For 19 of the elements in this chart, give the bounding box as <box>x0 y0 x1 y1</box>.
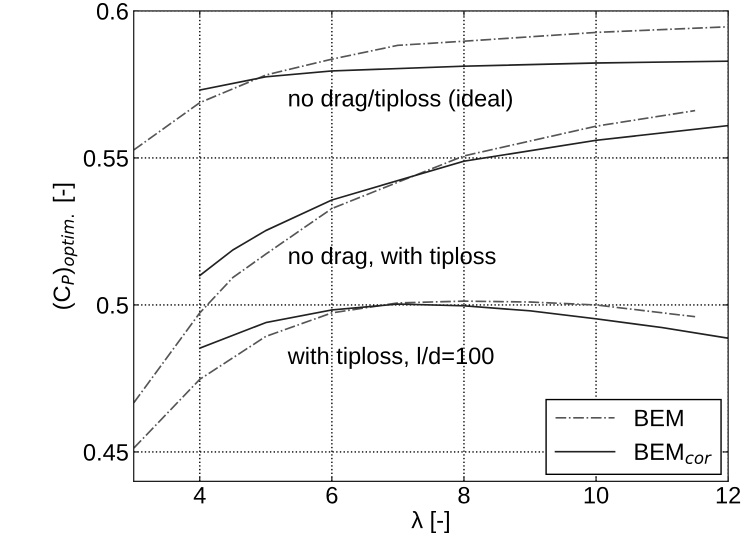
x-tick-label: 6 <box>326 486 338 504</box>
annotation: no drag, with tiploss <box>289 246 496 269</box>
y-tick-label: 0.55 <box>84 150 128 167</box>
x-tick-label: 4 <box>194 487 206 504</box>
line-series <box>134 110 696 404</box>
y-tick-label: 0.45 <box>84 444 128 461</box>
y-tick-label: 0.6 <box>96 3 128 20</box>
annotation: no drag/tiploss (ideal) <box>289 89 512 112</box>
x-tick-label: 10 <box>584 486 608 504</box>
y-tick-label: 0.5 <box>96 297 128 314</box>
annotation: with tiploss, l/d=100 <box>288 346 494 369</box>
line-series <box>198 124 728 276</box>
x-tick-label: 8 <box>458 486 470 504</box>
line-series <box>198 60 728 91</box>
legend-label: BEM <box>635 410 683 426</box>
x-tick-label: 12 <box>716 486 740 504</box>
y-axis-title: (C$_{P}$)$_{optim.}$ [-] <box>52 184 78 309</box>
legend-label: BEM$_{cor}$ <box>635 444 712 464</box>
x-axis-title: λ [-] <box>411 511 449 534</box>
